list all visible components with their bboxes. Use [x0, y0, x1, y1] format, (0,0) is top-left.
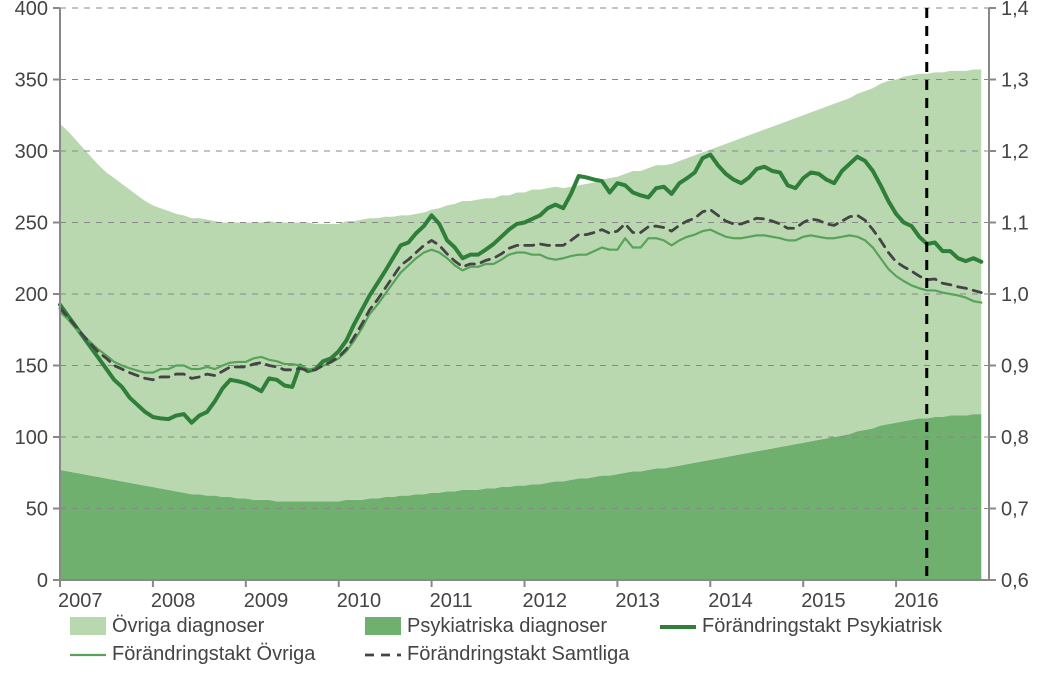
- chart-container: 2007 2008 2009 2010 2011 2012 2013 2014 2015 2016…: [0, 0, 1039, 681]
- y-right-tick-label: 0,9: [1001, 356, 1029, 378]
- chart-svg: 2007 2008 2009 2010 2011 2012 2013 2014 2015 2016…: [0, 0, 1039, 681]
- y-right-tick-label: 1,2: [1001, 141, 1029, 163]
- y-left-tick-label: 150: [15, 356, 48, 378]
- y-right-tick-label: 1,3: [1001, 70, 1029, 92]
- x-tick-label: 2015: [801, 590, 846, 612]
- x-tick-label: 2014: [708, 590, 753, 612]
- y-left-tick-label: 350: [15, 70, 48, 92]
- x-tick-label: 2007: [58, 590, 103, 612]
- x-tick-label: 2008: [151, 590, 196, 612]
- legend-label: Övriga diagnoser: [112, 615, 265, 637]
- legend-label: Psykiatriska diagnoser: [407, 615, 607, 637]
- y-right-tick-label: 1,4: [1001, 0, 1029, 20]
- x-tick-label: 2009: [244, 590, 288, 612]
- y-right-tick-label: 0,8: [1001, 427, 1029, 449]
- y-right-tick-label: 1,1: [1001, 213, 1029, 235]
- y-left-tick-label: 50: [26, 499, 48, 521]
- y-left-tick-label: 300: [15, 141, 48, 163]
- y-left-tick-label: 400: [15, 0, 48, 20]
- y-left-tick-label: 200: [15, 284, 48, 306]
- legend-label: Förändringstakt Samtliga: [407, 643, 630, 665]
- x-tick-label: 2012: [523, 590, 568, 612]
- x-tick-label: 2016: [894, 590, 939, 612]
- x-tick-label: 2010: [337, 590, 382, 612]
- y-right-tick-label: 0,7: [1001, 499, 1029, 521]
- y-left-tick-label: 250: [15, 213, 48, 235]
- y-left-tick-label: 0: [37, 570, 48, 592]
- y-right-tick-label: 0,6: [1001, 570, 1029, 592]
- legend-label: Förändringstakt Övriga: [112, 643, 316, 665]
- x-tick-label: 2011: [430, 590, 473, 612]
- legend-swatch: [365, 617, 401, 635]
- legend-label: Förändringstakt Psykiatrisk: [702, 615, 943, 637]
- legend-swatch: [70, 617, 106, 635]
- y-left-tick-label: 100: [15, 427, 48, 449]
- x-tick-label: 2013: [615, 590, 660, 612]
- y-right-tick-label: 1,0: [1001, 284, 1029, 306]
